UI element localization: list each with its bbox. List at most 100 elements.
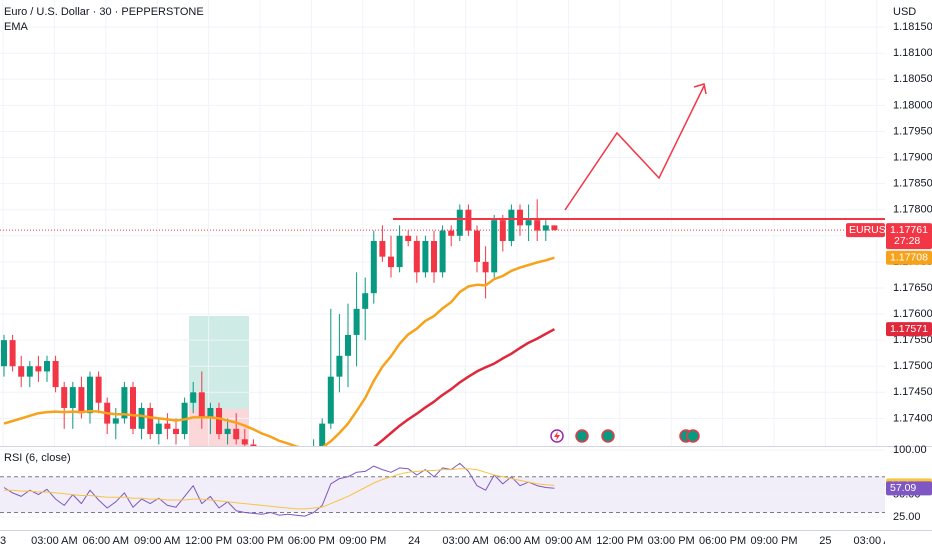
candle-body xyxy=(448,230,455,236)
current-price-tag: 1.17761 xyxy=(890,224,928,236)
rsi-tick-label: 100.00 xyxy=(893,444,927,456)
candle-body xyxy=(155,423,162,435)
candle-body xyxy=(95,376,102,403)
indicator-line xyxy=(373,328,555,446)
x-tick-label: 03:00 AM xyxy=(442,535,488,547)
candle-body xyxy=(61,387,68,408)
rsi-tag-bg xyxy=(886,481,932,496)
candle-body xyxy=(241,439,248,445)
position-profit-zone xyxy=(189,316,249,409)
event-icon[interactable] xyxy=(575,429,589,443)
candle-body xyxy=(491,220,498,273)
candle-body xyxy=(413,241,420,273)
x-tick-label: 06:00 PM xyxy=(288,535,335,547)
candle-body xyxy=(52,361,59,388)
candle-body xyxy=(233,428,240,440)
indicator-line xyxy=(3,256,555,446)
candle-body xyxy=(353,308,360,335)
candle-body xyxy=(173,428,179,435)
candle-body xyxy=(525,220,532,226)
candle-body xyxy=(138,407,145,429)
x-tick-label: 09:00 AM xyxy=(134,535,180,547)
candle-body xyxy=(534,220,541,231)
event-bolt xyxy=(554,431,560,441)
symbol-tag-bg xyxy=(846,223,885,238)
candle-body xyxy=(508,209,515,242)
candle-body xyxy=(190,392,197,403)
candle-body xyxy=(164,423,171,429)
candle-body xyxy=(87,376,93,414)
y-tick-label: 1.18050 xyxy=(893,73,932,85)
countdown: 27:28 xyxy=(894,235,920,247)
y-tick-label: 1.17950 xyxy=(893,125,932,137)
candle-body xyxy=(542,225,549,231)
candle-body xyxy=(224,428,231,435)
candle-body xyxy=(69,387,76,408)
candle-body xyxy=(482,261,489,273)
candle-body xyxy=(551,225,558,231)
y-tick-label: 1.18150 xyxy=(893,21,932,33)
candle-body xyxy=(499,220,506,242)
candle-body xyxy=(1,340,7,367)
candle-body xyxy=(78,387,85,414)
x-tick-label: 09:00 PM xyxy=(750,535,797,547)
x-tick-label: 3 xyxy=(0,535,6,547)
rsi-tag: 57.09 xyxy=(890,482,916,494)
x-tick-label: 06:00 AM xyxy=(494,535,540,547)
x-tick-label: 24 xyxy=(408,535,420,547)
rsi-tick-label: 25.00 xyxy=(893,511,921,523)
events xyxy=(550,429,700,443)
arrow-head xyxy=(693,83,707,95)
x-tick-label: 25 xyxy=(819,535,831,547)
x-tick-label: 12:00 PM xyxy=(596,535,643,547)
y-tick-label: 1.17550 xyxy=(893,334,932,346)
candle-body xyxy=(456,209,463,236)
y-tick-label: 1.18100 xyxy=(893,47,932,59)
candle-body xyxy=(465,209,472,231)
candle-body xyxy=(474,230,480,262)
y-tick-label: 1.17850 xyxy=(893,178,932,190)
price-pane xyxy=(0,0,885,446)
candle-body xyxy=(336,355,343,377)
projection-arrow xyxy=(564,85,705,211)
candle-body xyxy=(35,366,42,372)
symbol-tag: EURUSD xyxy=(849,224,894,236)
candle-body xyxy=(396,235,403,268)
indicator-label: EMA xyxy=(4,21,29,33)
event-icon[interactable] xyxy=(601,429,615,443)
candle-body xyxy=(207,407,214,419)
x-tick-label: 03:00 AM xyxy=(31,535,77,547)
candle-body xyxy=(18,366,25,377)
y-tick-label: 1.17900 xyxy=(893,151,932,163)
indicator-line xyxy=(4,468,555,510)
y-tick-label: 1.18000 xyxy=(893,99,932,111)
candle-body xyxy=(370,241,377,294)
rsi-pane xyxy=(0,449,885,518)
current-price-tag-bg xyxy=(886,223,932,250)
x-tick-label: 06:00 AM xyxy=(83,535,129,547)
x-tick-label: 12:00 PM xyxy=(185,535,232,547)
candle-body xyxy=(121,387,128,419)
indicator-line xyxy=(3,462,555,517)
y-tick-label: 1.17400 xyxy=(893,412,932,424)
y-tick-label: 1.17450 xyxy=(893,386,932,398)
y-tick-label: 1.17500 xyxy=(893,360,932,372)
x-tick-label: 03:00 PM xyxy=(648,535,695,547)
candle-body xyxy=(9,340,16,367)
chart-title: Euro / U.S. Dollar · 30 · PEPPERSTONE xyxy=(4,6,204,18)
x-tick-label: 09:00 AM xyxy=(545,535,591,547)
ema-tag-bg xyxy=(886,250,932,265)
x-tick-label: 06:00 PM xyxy=(699,535,746,547)
candle-body xyxy=(198,392,205,419)
candle-body xyxy=(327,376,334,424)
candle-body xyxy=(44,361,50,372)
candle-body xyxy=(379,241,386,257)
candle-body xyxy=(431,241,437,273)
candle-body xyxy=(26,366,33,377)
candle-body xyxy=(439,230,446,273)
event-icon[interactable] xyxy=(686,429,700,443)
rsi-title: RSI (6, close) xyxy=(4,452,71,464)
candle-body xyxy=(147,407,154,435)
